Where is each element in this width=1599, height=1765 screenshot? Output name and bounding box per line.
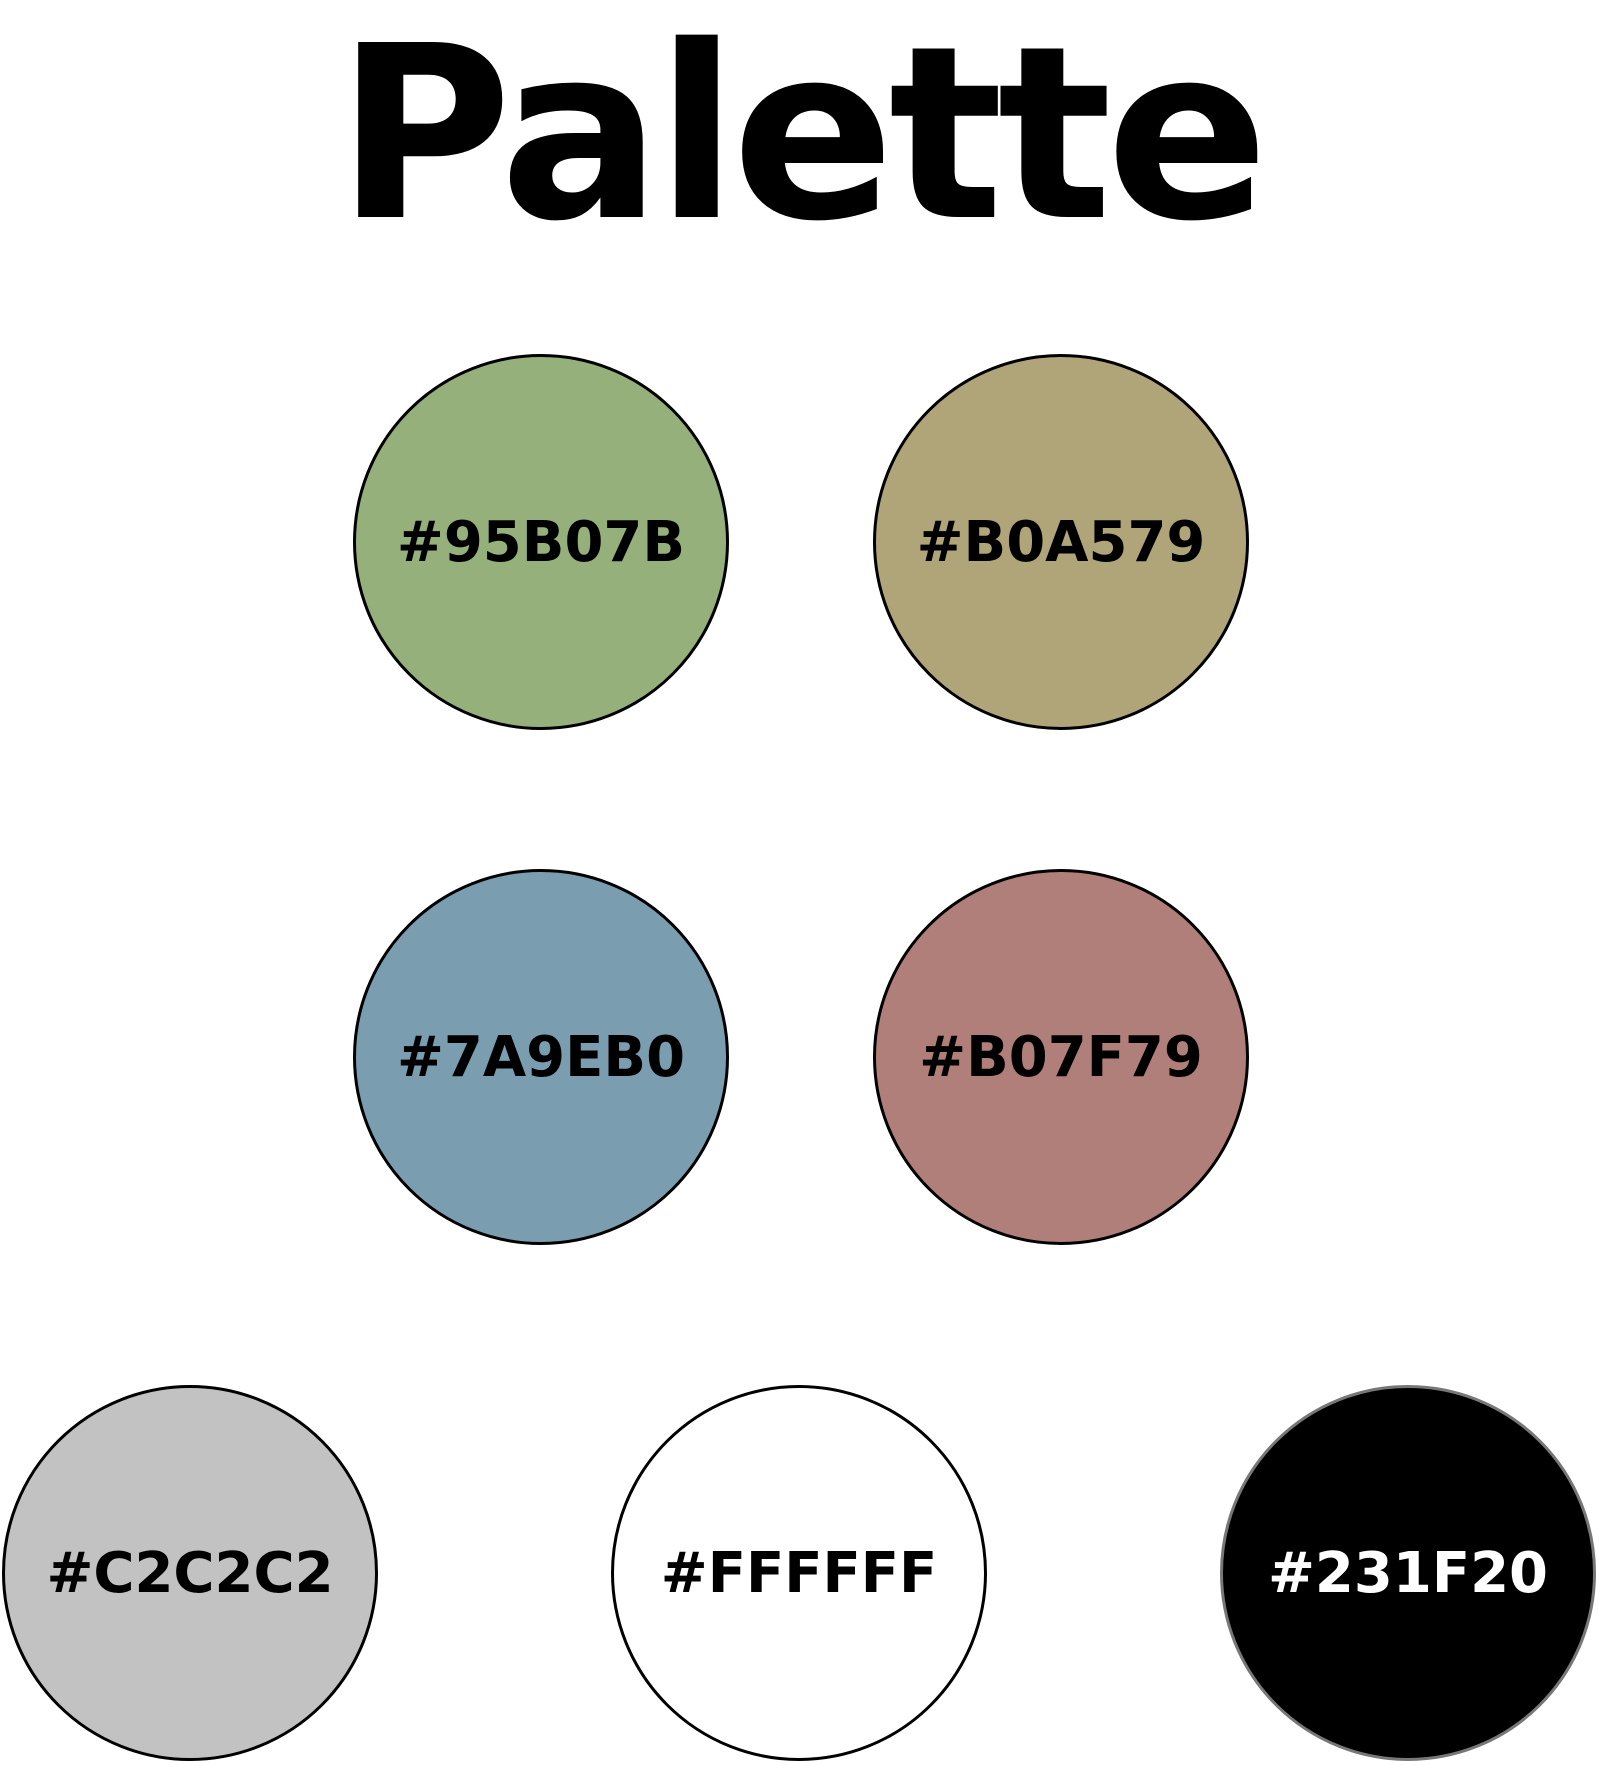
color-swatch-7: #231F20	[1220, 1385, 1596, 1761]
color-swatch-2: #B0A579	[873, 354, 1249, 730]
color-swatch-5: #C2C2C2	[2, 1385, 378, 1761]
swatch-hex-label: #FFFFFF	[660, 1540, 938, 1606]
color-swatch-1: #95B07B	[353, 354, 729, 730]
swatch-hex-label: #B0A579	[916, 509, 1206, 575]
color-swatch-4: #B07F79	[873, 869, 1249, 1245]
color-swatch-6: #FFFFFF	[611, 1385, 987, 1761]
swatch-hex-label: #231F20	[1268, 1540, 1548, 1606]
swatch-hex-label: #95B07B	[396, 509, 686, 575]
swatch-hex-label: #C2C2C2	[46, 1540, 334, 1606]
page-title: Palette	[336, 0, 1269, 274]
swatch-hex-label: #7A9EB0	[396, 1024, 686, 1090]
swatch-hex-label: #B07F79	[919, 1024, 1203, 1090]
color-swatch-3: #7A9EB0	[353, 869, 729, 1245]
